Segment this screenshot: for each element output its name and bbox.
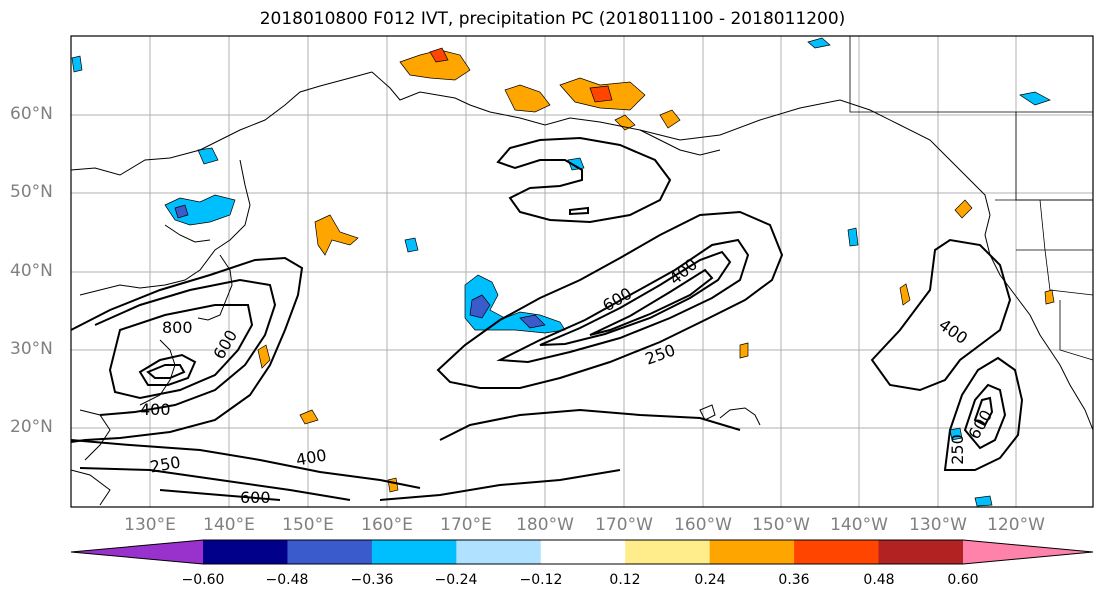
lon-label: 180°W (516, 515, 574, 535)
lon-label: 170°W (595, 515, 653, 535)
colorbar-segment (709, 540, 795, 564)
colorbar-segment (540, 540, 626, 564)
borders (849, 36, 1094, 361)
lat-label: 30°N (10, 339, 53, 359)
colorbar-tick: −0.60 (181, 572, 225, 588)
lon-label: 150°W (752, 515, 810, 535)
lat-label: 60°N (10, 104, 53, 124)
lon-label: 150°E (282, 515, 334, 535)
colorbar-segment (625, 540, 711, 564)
map-frame (70, 35, 1094, 508)
colorbar-tick: 0.12 (609, 572, 641, 588)
colorbar-segment (203, 540, 288, 564)
lon-label: 120°W (987, 515, 1045, 535)
colorbar-outline (70, 539, 1094, 565)
colorbar-segment (456, 540, 542, 564)
contour-label: 400 (140, 400, 171, 419)
lat-label: 40°N (10, 261, 53, 281)
colorbar-segment (878, 540, 964, 564)
ivt-contours (70, 136, 1024, 501)
colorbar-extend-high (963, 540, 1093, 564)
colorbar-tick: −0.24 (434, 572, 478, 588)
colorbar-tick: 0.48 (863, 572, 895, 588)
colorbar-tick: −0.36 (350, 572, 394, 588)
lon-label: 170°E (440, 515, 492, 535)
lon-label: 160°E (361, 515, 413, 535)
lon-label: 130°W (909, 515, 967, 535)
colorbar-tick: 0.60 (947, 572, 979, 588)
coastlines (70, 71, 1094, 506)
colorbar-segment (371, 540, 457, 564)
colorbar-segments (71, 540, 1093, 564)
lon-label: 140°W (830, 515, 888, 535)
map-title: 2018010800 F012 IVT, precipitation PC (2… (259, 9, 846, 29)
lon-label: 160°W (674, 515, 732, 535)
colorbar-tick: −0.12 (519, 572, 563, 588)
graticule (71, 36, 1093, 507)
colorbar-tick: 0.24 (694, 572, 726, 588)
map-panel (70, 35, 1094, 508)
colorbar-tick: 0.36 (778, 572, 810, 588)
precip-shading (71, 37, 1055, 507)
lat-label: 50°N (10, 182, 53, 202)
contour-label: 600 (240, 488, 271, 507)
lon-label: 140°E (203, 515, 255, 535)
colorbar-extend-low (71, 540, 203, 564)
colorbar-tick: −0.48 (265, 572, 309, 588)
contour-label: 800 (162, 318, 193, 337)
lat-label: 20°N (10, 417, 53, 437)
colorbar-segment (287, 540, 373, 564)
colorbar-segment (794, 540, 880, 564)
lon-label: 130°E (124, 515, 176, 535)
